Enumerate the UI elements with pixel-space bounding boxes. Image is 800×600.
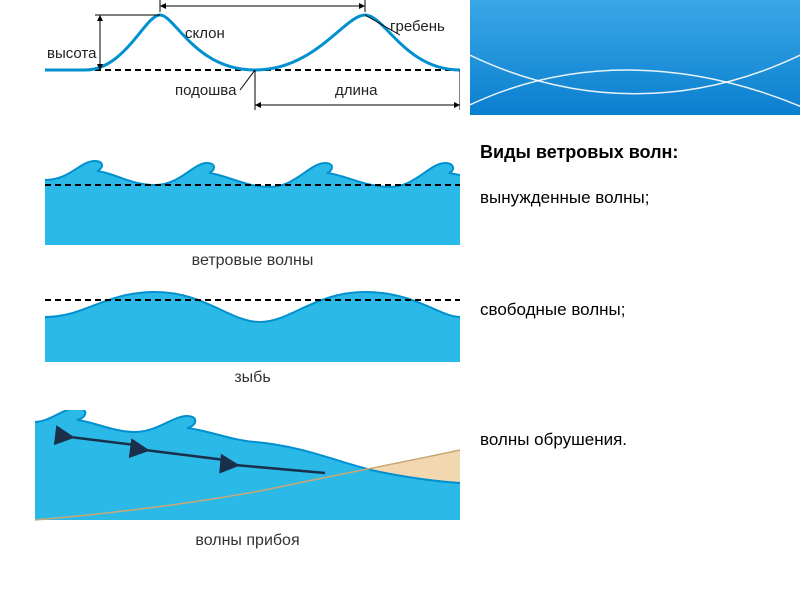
wind-waves-svg bbox=[45, 155, 460, 245]
wave-type-item-2: свободные волны; bbox=[480, 300, 626, 320]
wave-types-title: Виды ветровых волн: bbox=[480, 142, 800, 163]
diagrams-column: длина гребень склон высота подошва длина… bbox=[0, 0, 470, 600]
wind-waves-label: ветровые волны bbox=[45, 252, 460, 270]
label-trough: подошва bbox=[175, 82, 236, 99]
swell-shape bbox=[45, 292, 460, 362]
surf-svg bbox=[35, 410, 460, 525]
swell-svg bbox=[45, 282, 460, 362]
swell-label: зыбь bbox=[45, 369, 460, 387]
panel-surf: волны прибоя bbox=[35, 410, 460, 550]
label-length-top: длина bbox=[230, 0, 273, 1]
wave-type-item-1: вынужденные волны; bbox=[480, 188, 649, 208]
wave-type-item-3: волны обрушения. bbox=[480, 430, 627, 450]
label-crest: гребень bbox=[390, 18, 445, 35]
decorative-banner bbox=[470, 0, 800, 115]
label-height: высота bbox=[47, 45, 96, 62]
panel-anatomy: длина гребень склон высота подошва длина bbox=[45, 0, 460, 145]
label-slope: склон bbox=[185, 25, 225, 42]
panel-swell: зыбь bbox=[45, 282, 460, 387]
panel-wind-waves: ветровые волны bbox=[45, 155, 460, 270]
text-column: Виды ветровых волн: вынужденные волны; с… bbox=[470, 0, 800, 600]
surf-label: волны прибоя bbox=[35, 532, 460, 550]
label-length-bottom: длина bbox=[335, 82, 378, 99]
